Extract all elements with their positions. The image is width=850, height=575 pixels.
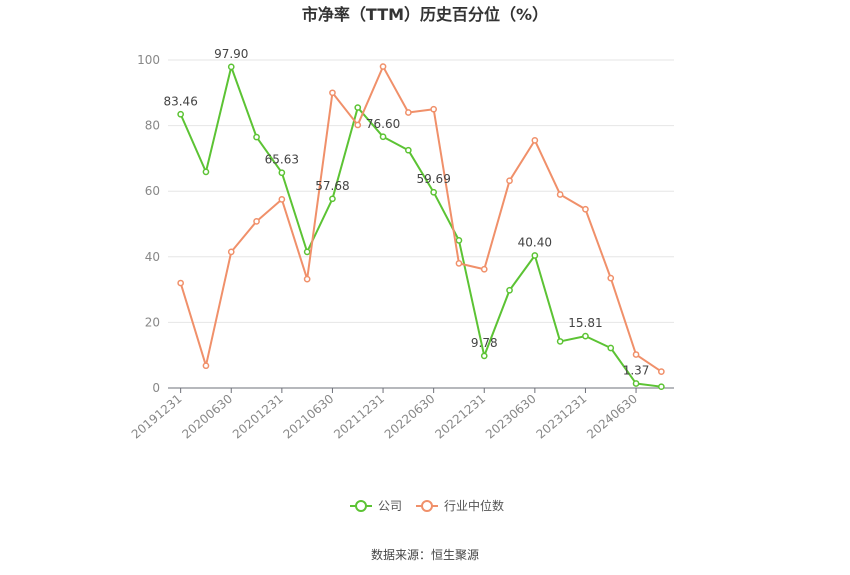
data-point[interactable] (202, 168, 210, 176)
data-point[interactable] (227, 63, 235, 71)
data-point[interactable] (480, 352, 488, 360)
data-label: 15.81 (568, 316, 602, 330)
data-point[interactable] (278, 169, 286, 177)
data-point[interactable] (379, 63, 387, 70)
data-point[interactable] (354, 104, 362, 111)
data-point[interactable] (607, 344, 615, 352)
y-tick-label: 40 (145, 250, 160, 264)
legend-label: 公司 (378, 499, 402, 513)
data-point[interactable] (582, 332, 589, 340)
legend-item-industry-median[interactable]: 行业中位数 (416, 498, 504, 513)
data-point[interactable] (253, 218, 260, 225)
data-point[interactable] (405, 146, 412, 154)
data-point[interactable] (430, 188, 437, 196)
data-point[interactable] (379, 133, 387, 141)
y-tick-label: 80 (145, 119, 160, 133)
data-point[interactable] (227, 248, 235, 256)
data-label: 97.90 (214, 47, 248, 61)
data-labels: 83.46 97.90 65.63 57.68 76.60 59.69 9.78 40.40 1… (163, 47, 649, 378)
data-label: 57.68 (315, 179, 349, 193)
series-line (179, 65, 662, 373)
data-point[interactable] (430, 105, 437, 113)
axes: 0204060801002019123120200630202012312021… (129, 53, 674, 442)
data-point[interactable] (303, 275, 311, 283)
data-point[interactable] (329, 89, 336, 97)
legend-swatch-marker (355, 500, 367, 512)
data-point[interactable] (177, 110, 184, 118)
y-tick-label: 100 (137, 53, 160, 67)
data-point[interactable] (354, 121, 362, 129)
y-tick-label: 0 (152, 381, 160, 395)
data-label: 1.37 (623, 364, 650, 378)
data-point[interactable] (531, 137, 539, 144)
x-tick-label: 20191231 (129, 392, 185, 442)
data-label: 40.40 (518, 235, 552, 249)
data-point[interactable] (556, 191, 564, 198)
series-industry-median (177, 63, 665, 375)
x-tick-label: 20211231 (331, 392, 387, 442)
legend-label: 行业中位数 (444, 498, 504, 513)
data-point[interactable] (582, 205, 589, 213)
data-point[interactable] (658, 368, 665, 375)
data-point[interactable] (405, 109, 412, 116)
chart-title: 市净率（TTM）历史百分位（%） (302, 5, 548, 24)
data-point[interactable] (632, 351, 640, 358)
data-label: 83.46 (163, 94, 197, 108)
data-point[interactable] (506, 177, 513, 185)
plot-area (177, 63, 665, 391)
legend-swatch-marker (421, 500, 433, 512)
data-point[interactable] (455, 260, 463, 267)
x-tick-label: 20201231 (230, 392, 286, 442)
x-tick-label: 20220630 (382, 392, 438, 442)
data-point[interactable] (531, 252, 539, 259)
data-point[interactable] (303, 248, 311, 256)
data-point[interactable] (632, 380, 640, 387)
x-tick-label: 20221231 (432, 392, 488, 442)
series-company (177, 63, 665, 391)
x-tick-label: 20240630 (584, 392, 640, 442)
y-tick-label: 20 (145, 315, 160, 329)
legend-item-company[interactable]: 公司 (350, 499, 402, 513)
data-point[interactable] (506, 286, 513, 294)
data-point[interactable] (658, 383, 665, 391)
data-point[interactable] (556, 338, 564, 345)
data-label: 65.63 (265, 153, 299, 167)
data-point[interactable] (455, 237, 463, 244)
data-point[interactable] (329, 195, 336, 203)
data-label: 59.69 (416, 172, 450, 186)
data-point[interactable] (202, 362, 210, 370)
y-tick-label: 60 (145, 184, 160, 198)
x-tick-label: 20210630 (281, 392, 337, 442)
data-point[interactable] (480, 265, 488, 273)
series-line (179, 65, 662, 388)
source-note: 数据来源：恒生聚源 (371, 547, 479, 562)
data-point[interactable] (253, 133, 260, 141)
legend[interactable]: 公司 行业中位数 (350, 498, 504, 513)
data-point[interactable] (177, 279, 184, 287)
data-label: 76.60 (366, 117, 400, 131)
data-point[interactable] (278, 196, 286, 203)
x-tick-label: 20230630 (483, 392, 539, 442)
x-tick-label: 20200630 (179, 392, 235, 442)
data-label: 9.78 (471, 336, 498, 350)
x-tick-label: 20231231 (534, 392, 590, 442)
data-point[interactable] (607, 274, 615, 282)
